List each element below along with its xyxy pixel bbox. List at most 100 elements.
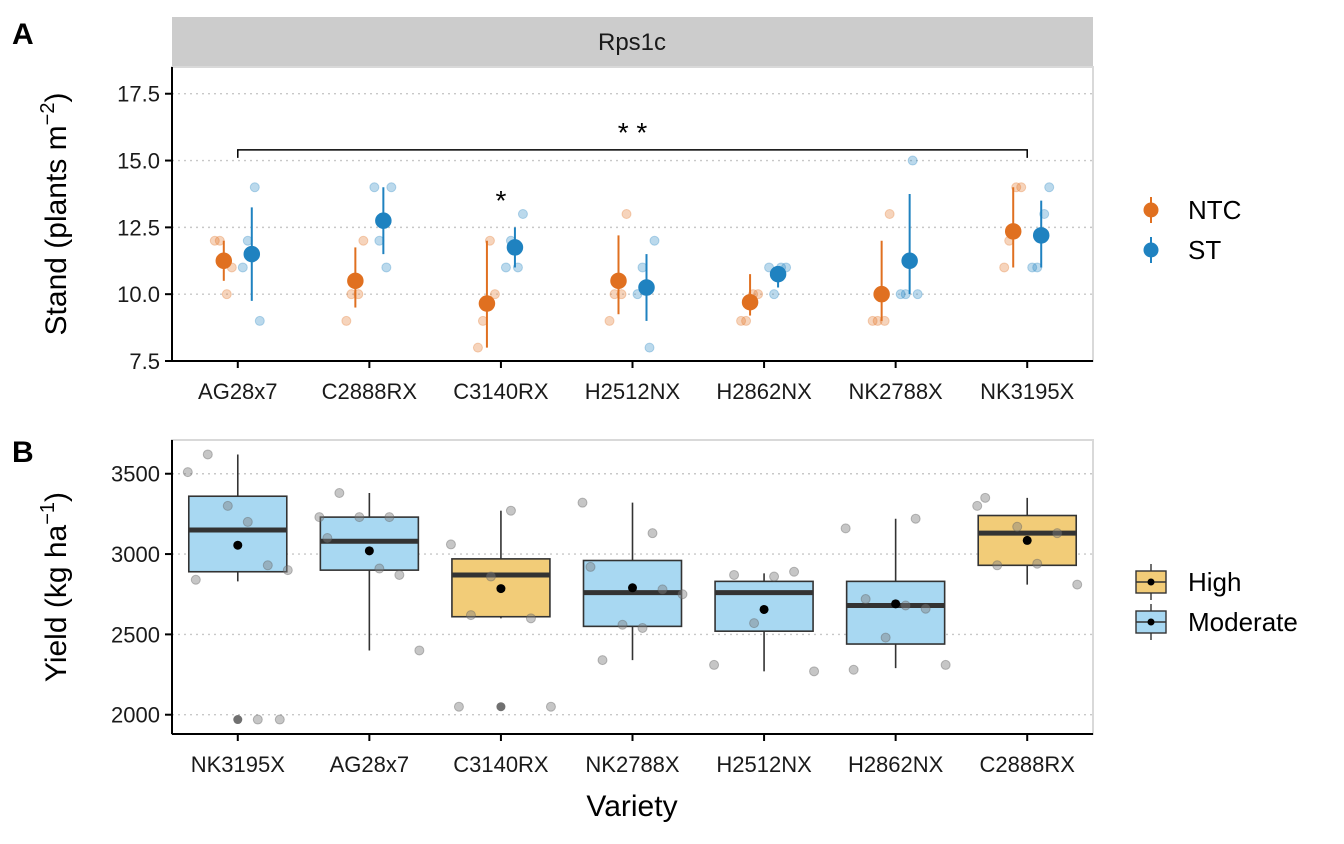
box-outlier — [233, 715, 243, 725]
raw-point — [505, 505, 516, 516]
raw-point — [314, 512, 325, 523]
panel-b-y-axis-title-close: ) — [40, 492, 73, 502]
raw-point — [907, 155, 918, 166]
raw-point — [729, 569, 740, 580]
raw-point — [254, 315, 265, 326]
raw-point — [649, 235, 660, 246]
raw-point — [920, 603, 931, 614]
panel-b-y-ticks: 2000 2500 3000 3500 — [111, 462, 172, 728]
panel-a-y-axis-title-main: Stand (plants m — [40, 125, 73, 335]
raw-point — [621, 209, 632, 219]
mean-point — [1022, 535, 1032, 545]
raw-point — [489, 289, 500, 300]
significance-label: * * — [618, 117, 648, 148]
mean-point — [1004, 223, 1022, 240]
x-tick-label: H2512NX — [585, 379, 681, 404]
raw-point — [209, 235, 220, 246]
raw-point — [414, 645, 425, 656]
mean-point — [215, 252, 233, 270]
significance-bracket — [237, 149, 1028, 158]
mean-point — [610, 272, 627, 290]
box-outlier — [496, 702, 506, 712]
mean-point — [638, 279, 655, 296]
x-tick-label: NK2788X — [849, 379, 944, 404]
raw-point — [769, 289, 780, 300]
raw-point — [577, 497, 588, 508]
mean-point — [478, 295, 496, 312]
mean-point — [741, 293, 759, 311]
x-tick-label: C3140RX — [453, 752, 549, 777]
x-tick-label: H2862NX — [848, 752, 944, 777]
raw-point — [741, 315, 752, 326]
raw-point — [910, 513, 921, 524]
raw-point — [545, 701, 556, 712]
raw-point — [445, 539, 456, 550]
raw-point — [1027, 262, 1038, 273]
panel-b-x-axis-title: Variety — [586, 790, 677, 823]
raw-point — [262, 560, 273, 571]
panel-a-background — [171, 66, 1094, 362]
box-body — [845, 580, 946, 645]
x-tick-label: AG28x7 — [330, 752, 410, 777]
panel-a-marks: * * * — [209, 117, 1055, 353]
y-tick-label: 15.0 — [117, 149, 160, 174]
y-tick-label: 12.5 — [117, 215, 160, 240]
y-tick-label: 2500 — [111, 622, 160, 647]
panel-b-y-axis-title-main: Yield (kg ha — [40, 524, 73, 682]
panel-b-x-ticks: NK3195X AG28x7 C3140RX NK2788X H2512NX H2862N… — [191, 734, 1076, 777]
raw-point — [485, 571, 496, 582]
raw-point — [992, 560, 1003, 571]
raw-point — [1032, 558, 1043, 569]
raw-point — [252, 714, 263, 725]
mean-point — [233, 540, 243, 550]
raw-point — [394, 569, 405, 580]
raw-point — [221, 289, 232, 300]
raw-point — [249, 182, 260, 193]
legend-label: High — [1188, 567, 1241, 597]
raw-point — [334, 488, 345, 499]
mean-point — [769, 265, 787, 283]
panel-b-marks — [182, 449, 1083, 725]
x-tick-label: C2888RX — [980, 752, 1076, 777]
raw-point — [657, 584, 668, 595]
raw-point — [465, 610, 476, 621]
legend-label: Moderate — [1188, 607, 1298, 637]
y-tick-label: 10.0 — [117, 282, 160, 307]
x-tick-label: C3140RX — [453, 379, 549, 404]
raw-point — [369, 182, 380, 193]
raw-point — [900, 600, 911, 611]
raw-point — [381, 262, 392, 273]
y-tick-label: 2000 — [111, 703, 160, 728]
legend-key-point — [1143, 242, 1159, 258]
y-tick-label: 7.5 — [129, 349, 160, 374]
raw-point — [384, 512, 395, 523]
mean-point — [347, 272, 364, 290]
panel-a-y-axis-title: Stand (plants m−2) — [37, 93, 73, 336]
raw-point — [617, 619, 628, 630]
strip-title: Rps1c — [598, 29, 666, 56]
raw-point — [453, 701, 464, 712]
panel-a-y-axis-title-close: ) — [40, 93, 73, 103]
raw-point — [736, 315, 747, 326]
panel-a-x-ticks: AG28x7 C2888RX C3140RX H2512NX H2862NX NK2788… — [198, 361, 1075, 404]
raw-point — [709, 659, 720, 670]
raw-point — [1072, 579, 1083, 590]
raw-point — [354, 512, 365, 523]
raw-point — [358, 235, 369, 246]
raw-point — [637, 622, 648, 633]
box-body — [187, 495, 288, 573]
mean-point — [873, 285, 890, 303]
strip-header — [172, 17, 1093, 67]
raw-point — [242, 516, 253, 527]
raw-point — [1016, 182, 1027, 193]
raw-point — [647, 528, 658, 539]
raw-point — [202, 449, 213, 460]
raw-point — [848, 664, 859, 675]
raw-point — [1044, 182, 1055, 193]
raw-point — [604, 315, 615, 326]
raw-point — [237, 262, 248, 273]
raw-point — [1012, 521, 1023, 532]
raw-point — [809, 666, 820, 677]
panel-b-legend: High Moderate — [1135, 564, 1298, 640]
mean-point — [759, 604, 769, 614]
